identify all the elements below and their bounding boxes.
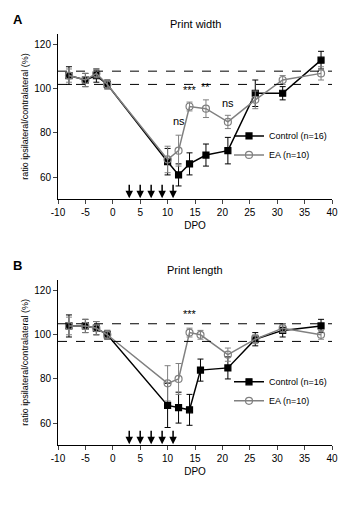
svg-text:80: 80: [40, 373, 52, 384]
svg-text:20: 20: [217, 453, 229, 464]
svg-text:25: 25: [244, 453, 256, 464]
svg-text:40: 40: [326, 207, 338, 218]
svg-text:30: 30: [272, 207, 284, 218]
svg-text:25: 25: [244, 207, 256, 218]
svg-text:DPO: DPO: [184, 220, 206, 231]
svg-text:30: 30: [272, 453, 284, 464]
svg-text:-10: -10: [51, 207, 66, 218]
svg-text:ratio ipsilateral/contralatera: ratio ipsilateral/contralateral (%): [20, 53, 30, 180]
svg-text:10: 10: [162, 207, 174, 218]
svg-text:80: 80: [40, 127, 52, 138]
svg-text:Control (n=16): Control (n=16): [269, 377, 327, 387]
svg-text:EA (n=10): EA (n=10): [269, 396, 309, 406]
svg-text:-10: -10: [51, 453, 66, 464]
svg-text:0: 0: [110, 207, 116, 218]
svg-text:0: 0: [110, 453, 116, 464]
svg-text:***: ***: [183, 84, 197, 96]
svg-text:60: 60: [40, 172, 52, 183]
svg-text:5: 5: [137, 453, 143, 464]
svg-text:**: **: [201, 81, 210, 93]
svg-text:A: A: [13, 12, 23, 27]
svg-text:60: 60: [40, 418, 52, 429]
svg-text:DPO: DPO: [184, 466, 206, 477]
svg-text:EA (n=10): EA (n=10): [269, 150, 309, 160]
svg-text:120: 120: [34, 285, 51, 296]
svg-text:-5: -5: [81, 453, 90, 464]
svg-text:5: 5: [137, 207, 143, 218]
svg-text:10: 10: [162, 453, 174, 464]
svg-text:15: 15: [189, 207, 201, 218]
svg-text:ns: ns: [222, 97, 234, 109]
svg-text:35: 35: [299, 207, 311, 218]
svg-text:Print length: Print length: [167, 264, 223, 276]
svg-text:***: ***: [183, 308, 197, 320]
svg-text:-5: -5: [81, 207, 90, 218]
svg-text:Print width: Print width: [170, 18, 221, 30]
svg-text:35: 35: [299, 453, 311, 464]
svg-text:ratio ipsilateral/contralatera: ratio ipsilateral/contralateral (%): [20, 299, 30, 426]
svg-text:120: 120: [34, 39, 51, 50]
svg-text:B: B: [13, 258, 22, 273]
svg-text:15: 15: [189, 453, 201, 464]
svg-text:100: 100: [34, 83, 51, 94]
svg-text:ns: ns: [173, 115, 185, 127]
svg-text:40: 40: [326, 453, 338, 464]
svg-text:100: 100: [34, 329, 51, 340]
svg-text:20: 20: [217, 207, 229, 218]
svg-text:Control (n=16): Control (n=16): [269, 131, 327, 141]
